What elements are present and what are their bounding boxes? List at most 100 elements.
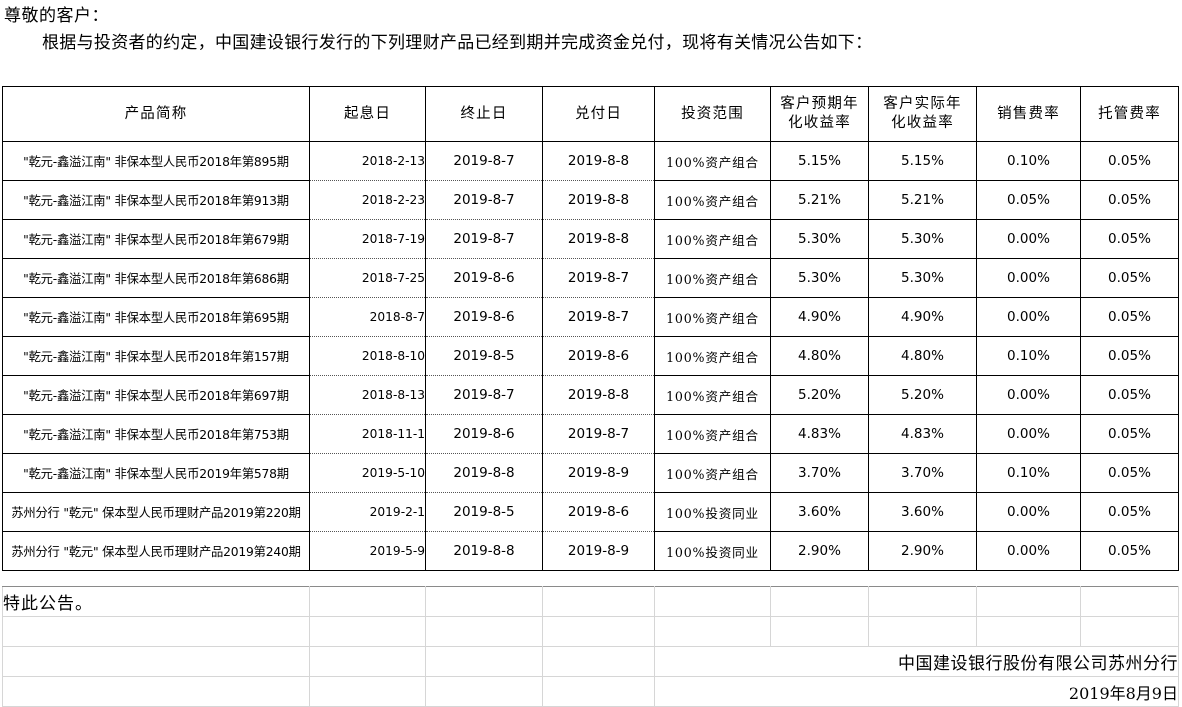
cell-start-date: 2018-2-23: [309, 180, 426, 220]
cell-product-name: "乾元-鑫溢江南" 非保本型人民币2018年第157期: [2, 336, 310, 376]
cell-actual-rate: 3.60%: [868, 492, 977, 532]
table-row: "乾元-鑫溢江南" 非保本型人民币2018年第753期 2018-11-1 2019…: [2, 414, 1179, 454]
cell-pay-date: 2019-8-8: [542, 180, 655, 220]
footer-blank-cell: [2, 676, 310, 707]
cell-custody-fee: 0.05%: [1080, 219, 1179, 259]
cell-actual-rate: 3.70%: [868, 453, 977, 493]
col-header-investment-scope: 投资范围: [654, 86, 771, 142]
cell-sales-fee: 0.00%: [976, 531, 1081, 571]
col-header-actual-rate: 客户实际年 化收益率: [868, 86, 977, 142]
cell-pay-date: 2019-8-7: [542, 297, 655, 337]
cell-custody-fee: 0.05%: [1080, 258, 1179, 298]
table-row: "乾元-鑫溢江南" 非保本型人民币2018年第697期 2018-8-13 2019…: [2, 375, 1179, 415]
cell-expected-rate: 5.30%: [770, 258, 869, 298]
cell-expected-rate: 4.83%: [770, 414, 869, 454]
cell-end-date: 2019-8-7: [425, 180, 543, 220]
table-row: "乾元-鑫溢江南" 非保本型人民币2018年第686期 2018-7-25 2019…: [2, 258, 1179, 298]
footer-row-date: 2019年8月9日: [2, 676, 1179, 707]
cell-start-date: 2018-8-10: [309, 336, 426, 376]
cell-custody-fee: 0.05%: [1080, 375, 1179, 415]
cell-investment-scope: 100%资产组合: [654, 219, 771, 259]
cell-expected-rate: 3.70%: [770, 453, 869, 493]
cell-custody-fee: 0.05%: [1080, 336, 1179, 376]
footer-blank-cell: [425, 616, 543, 647]
cell-custody-fee: 0.05%: [1080, 180, 1179, 220]
cell-pay-date: 2019-8-6: [542, 336, 655, 376]
cell-sales-fee: 0.05%: [976, 180, 1081, 220]
cell-investment-scope: 100%投资同业: [654, 531, 771, 571]
table-row: "乾元-鑫溢江南" 非保本型人民币2018年第679期 2018-7-19 2019…: [2, 219, 1179, 259]
cell-investment-scope: 100%资产组合: [654, 180, 771, 220]
cell-pay-date: 2019-8-8: [542, 375, 655, 415]
cell-expected-rate: 5.21%: [770, 180, 869, 220]
footer-signature-text: 中国建设银行股份有限公司苏州分行: [654, 646, 1179, 677]
footer-row-notice: 特此公告。: [2, 586, 1179, 617]
col-header-expected-rate: 客户预期年 化收益率: [770, 86, 869, 142]
footer-blank-cell: [542, 676, 655, 707]
cell-pay-date: 2019-8-8: [542, 141, 655, 181]
cell-end-date: 2019-8-7: [425, 141, 543, 181]
cell-end-date: 2019-8-5: [425, 492, 543, 532]
cell-investment-scope: 100%资产组合: [654, 453, 771, 493]
footer-blank-cell: [654, 586, 771, 617]
footer-grid: 特此公告。: [2, 586, 1179, 707]
cell-product-name: 苏州分行 "乾元" 保本型人民币理财产品2019第240期: [2, 531, 310, 571]
cell-sales-fee: 0.10%: [976, 141, 1081, 181]
cell-sales-fee: 0.00%: [976, 297, 1081, 337]
cell-investment-scope: 100%投资同业: [654, 492, 771, 532]
footer-blank-cell: [542, 586, 655, 617]
table-row: "乾元-鑫溢江南" 非保本型人民币2019年第578期 2019-5-10 2019…: [2, 453, 1179, 493]
cell-actual-rate: 4.80%: [868, 336, 977, 376]
cell-start-date: 2019-5-10: [309, 453, 426, 493]
cell-end-date: 2019-8-5: [425, 336, 543, 376]
cell-investment-scope: 100%资产组合: [654, 336, 771, 376]
cell-actual-rate: 4.90%: [868, 297, 977, 337]
cell-custody-fee: 0.05%: [1080, 453, 1179, 493]
col-header-sales-fee: 销售费率: [976, 86, 1081, 142]
cell-start-date: 2018-8-7: [309, 297, 426, 337]
cell-start-date: 2018-7-19: [309, 219, 426, 259]
cell-start-date: 2018-2-13: [309, 141, 426, 181]
cell-custody-fee: 0.05%: [1080, 414, 1179, 454]
footer-blank-cell: [868, 616, 977, 647]
cell-expected-rate: 4.90%: [770, 297, 869, 337]
cell-pay-date: 2019-8-7: [542, 258, 655, 298]
col-header-product-name: 产品简称: [2, 86, 310, 142]
cell-end-date: 2019-8-6: [425, 414, 543, 454]
product-table: 产品简称 起息日 终止日 兑付日 投资范围 客户预期年 化收益率 客户实际年 化…: [2, 86, 1179, 571]
table-row: "乾元-鑫溢江南" 非保本型人民币2018年第157期 2018-8-10 2019…: [2, 336, 1179, 376]
cell-sales-fee: 0.00%: [976, 258, 1081, 298]
cell-custody-fee: 0.05%: [1080, 531, 1179, 571]
cell-start-date: 2018-7-25: [309, 258, 426, 298]
footer-notice-text: 特此公告。: [2, 586, 310, 617]
cell-product-name: "乾元-鑫溢江南" 非保本型人民币2018年第753期: [2, 414, 310, 454]
cell-expected-rate: 3.60%: [770, 492, 869, 532]
footer-blank-cell: [770, 616, 869, 647]
cell-actual-rate: 5.30%: [868, 258, 977, 298]
footer-date-text: 2019年8月9日: [654, 676, 1179, 707]
table-row: 苏州分行 "乾元" 保本型人民币理财产品2019第220期 2019-2-1 201…: [2, 492, 1179, 532]
cell-product-name: "乾元-鑫溢江南" 非保本型人民币2018年第679期: [2, 219, 310, 259]
cell-product-name: 苏州分行 "乾元" 保本型人民币理财产品2019第220期: [2, 492, 310, 532]
cell-actual-rate: 2.90%: [868, 531, 977, 571]
footer-blank-cell: [1080, 616, 1179, 647]
cell-sales-fee: 0.00%: [976, 375, 1081, 415]
col-header-expected-rate-line1: 客户预期年: [780, 96, 859, 112]
footer-blank-cell: [309, 646, 426, 677]
cell-pay-date: 2019-8-7: [542, 414, 655, 454]
cell-pay-date: 2019-8-6: [542, 492, 655, 532]
cell-actual-rate: 5.21%: [868, 180, 977, 220]
cell-product-name: "乾元-鑫溢江南" 非保本型人民币2019年第578期: [2, 453, 310, 493]
cell-custody-fee: 0.05%: [1080, 141, 1179, 181]
salutation-text: 尊敬的客户：: [4, 6, 109, 26]
col-header-actual-rate-line1: 客户实际年: [883, 96, 962, 112]
cell-sales-fee: 0.10%: [976, 453, 1081, 493]
footer-blank-cell: [425, 586, 543, 617]
footer-blank-cell: [309, 616, 426, 647]
footer-blank-cell: [654, 616, 771, 647]
col-header-expected-rate-line2: 化收益率: [788, 115, 851, 131]
col-header-end-date: 终止日: [425, 86, 543, 142]
cell-sales-fee: 0.00%: [976, 414, 1081, 454]
cell-investment-scope: 100%资产组合: [654, 297, 771, 337]
